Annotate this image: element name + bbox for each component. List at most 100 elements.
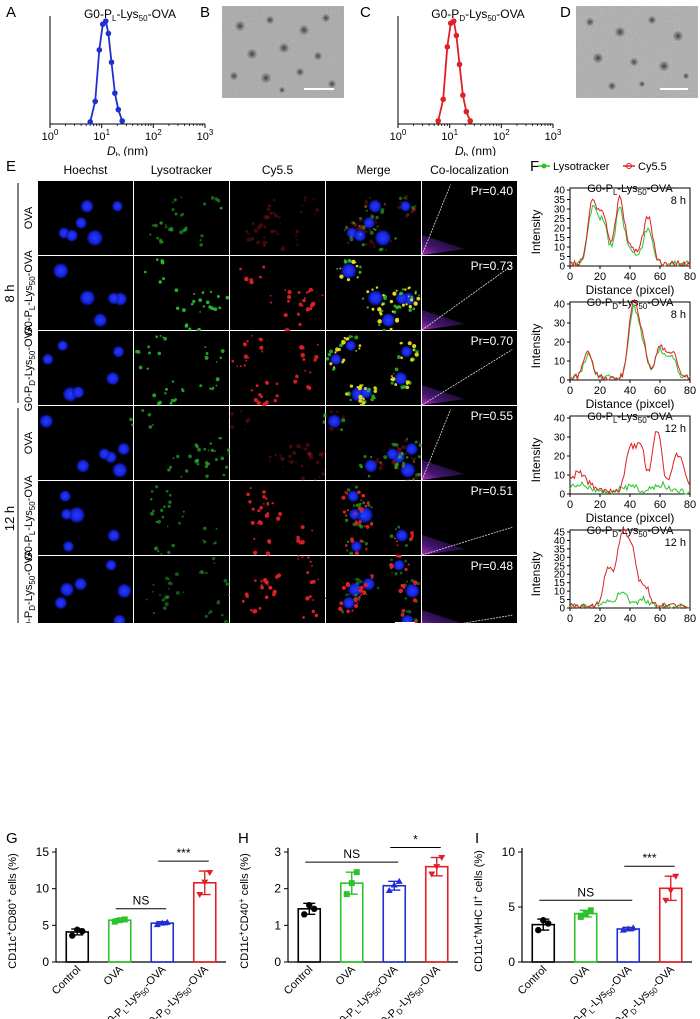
cy55-signal	[299, 344, 304, 350]
cy55-signal	[373, 245, 376, 248]
cy55-signal	[407, 287, 410, 290]
lysotracker-signal	[204, 464, 209, 469]
x-tick-label: 20	[594, 613, 606, 623]
distribution-point	[467, 118, 474, 124]
tick-base: 10	[93, 131, 105, 143]
lysotracker-signal	[171, 380, 175, 383]
cy55-signal	[389, 299, 394, 304]
lysotracker-signal	[165, 387, 169, 391]
cy55-signal	[253, 397, 258, 403]
cy55-signal	[228, 415, 231, 418]
cy55-signal	[305, 307, 310, 312]
lysotracker-signal	[180, 196, 183, 199]
cy55-signal	[251, 335, 253, 337]
lysotracker-signal	[204, 346, 207, 349]
lysotracker-signal	[183, 227, 188, 232]
lysotracker-signal	[355, 577, 360, 582]
lysotracker-signal	[361, 243, 365, 247]
lysotracker-signal	[167, 504, 171, 508]
tick-exponent: 2	[505, 128, 510, 137]
lysotracker-signal	[404, 543, 408, 547]
lysotracker-signal	[149, 233, 152, 236]
lysotracker-signal	[394, 237, 397, 240]
lysotracker-signal	[390, 558, 393, 562]
nucleus	[362, 577, 375, 591]
lysotracker-signal	[339, 343, 343, 348]
cy55-signal	[253, 552, 255, 554]
lysotracker-profile	[569, 480, 691, 495]
cy55-signal	[412, 344, 417, 349]
cy55-signal	[391, 460, 396, 465]
lysotracker-signal	[161, 598, 165, 602]
lysotracker-signal	[168, 227, 172, 232]
lysotracker-signal	[209, 610, 213, 614]
label-part: OVA	[568, 963, 593, 988]
panel-label-b: B	[200, 4, 211, 21]
cy55-signal	[408, 304, 413, 309]
cy55-signal	[384, 248, 388, 252]
cy55-signal	[261, 350, 264, 353]
lysotracker-signal	[155, 258, 159, 261]
lysotracker-signal	[220, 456, 225, 461]
y-tick-label: 10	[554, 357, 566, 368]
lysotracker-signal	[152, 583, 155, 586]
lysotracker-signal	[405, 610, 409, 613]
cy55-signal	[267, 539, 272, 544]
lysotracker-signal	[178, 521, 181, 525]
time-group-label-8h: 8 h	[2, 284, 17, 302]
lysotracker-signal	[157, 351, 162, 356]
cy55-signal	[345, 492, 349, 495]
nucleus	[353, 229, 366, 242]
cy55-signal	[372, 242, 375, 245]
nucleus	[330, 353, 342, 365]
lysotracker-signal	[371, 394, 375, 399]
cy55-signal	[357, 386, 362, 391]
lysotracker-signal	[143, 270, 147, 274]
nucleus	[107, 529, 120, 542]
nucleus	[347, 490, 359, 502]
superscript: +	[471, 934, 480, 939]
lysotracker-signal	[174, 288, 179, 293]
cy55-signal	[413, 301, 418, 306]
cy55-signal	[303, 447, 308, 451]
cy55-signal	[296, 535, 300, 540]
subscript: L	[28, 305, 37, 310]
label-part: G0-P	[23, 386, 35, 412]
label-part: G0-P	[587, 411, 613, 423]
cy55-signal	[272, 589, 277, 595]
cy55-signal	[277, 216, 281, 219]
label-part: -OVA	[23, 475, 35, 502]
legend-marker-cy55	[626, 163, 632, 169]
lysotracker-signal	[147, 345, 151, 349]
image-tile	[38, 331, 133, 405]
cy55-signal	[275, 382, 279, 386]
cy55-signal	[300, 476, 306, 481]
lysotracker-signal	[181, 308, 186, 312]
cy55-signal	[353, 222, 357, 227]
cy55-signal	[313, 358, 317, 362]
subscript: 50	[638, 530, 647, 539]
lysotracker-signal	[205, 300, 210, 305]
data-point	[587, 907, 594, 914]
lysotracker-signal	[223, 619, 228, 623]
data-point	[343, 891, 350, 898]
superscript: +	[5, 931, 14, 936]
lysotracker-signal	[370, 397, 375, 402]
cy55-signal	[253, 537, 256, 540]
cy55-signal	[395, 540, 398, 543]
tile-content	[421, 264, 513, 331]
lysotracker-signal	[389, 534, 394, 539]
cy55-signal	[395, 318, 400, 323]
subscript: L	[613, 416, 618, 425]
cy55-signal	[366, 204, 369, 206]
cy55-signal	[400, 613, 404, 617]
cy55-signal	[243, 364, 246, 367]
cy55-profile	[569, 194, 691, 268]
lysotracker-signal	[188, 454, 192, 459]
lysotracker-signal	[162, 606, 167, 610]
lysotracker-signal	[398, 196, 403, 201]
lysotracker-signal	[195, 444, 200, 449]
data-point	[667, 888, 675, 894]
cy55-signal	[241, 599, 245, 603]
cy55-signal	[354, 603, 359, 608]
